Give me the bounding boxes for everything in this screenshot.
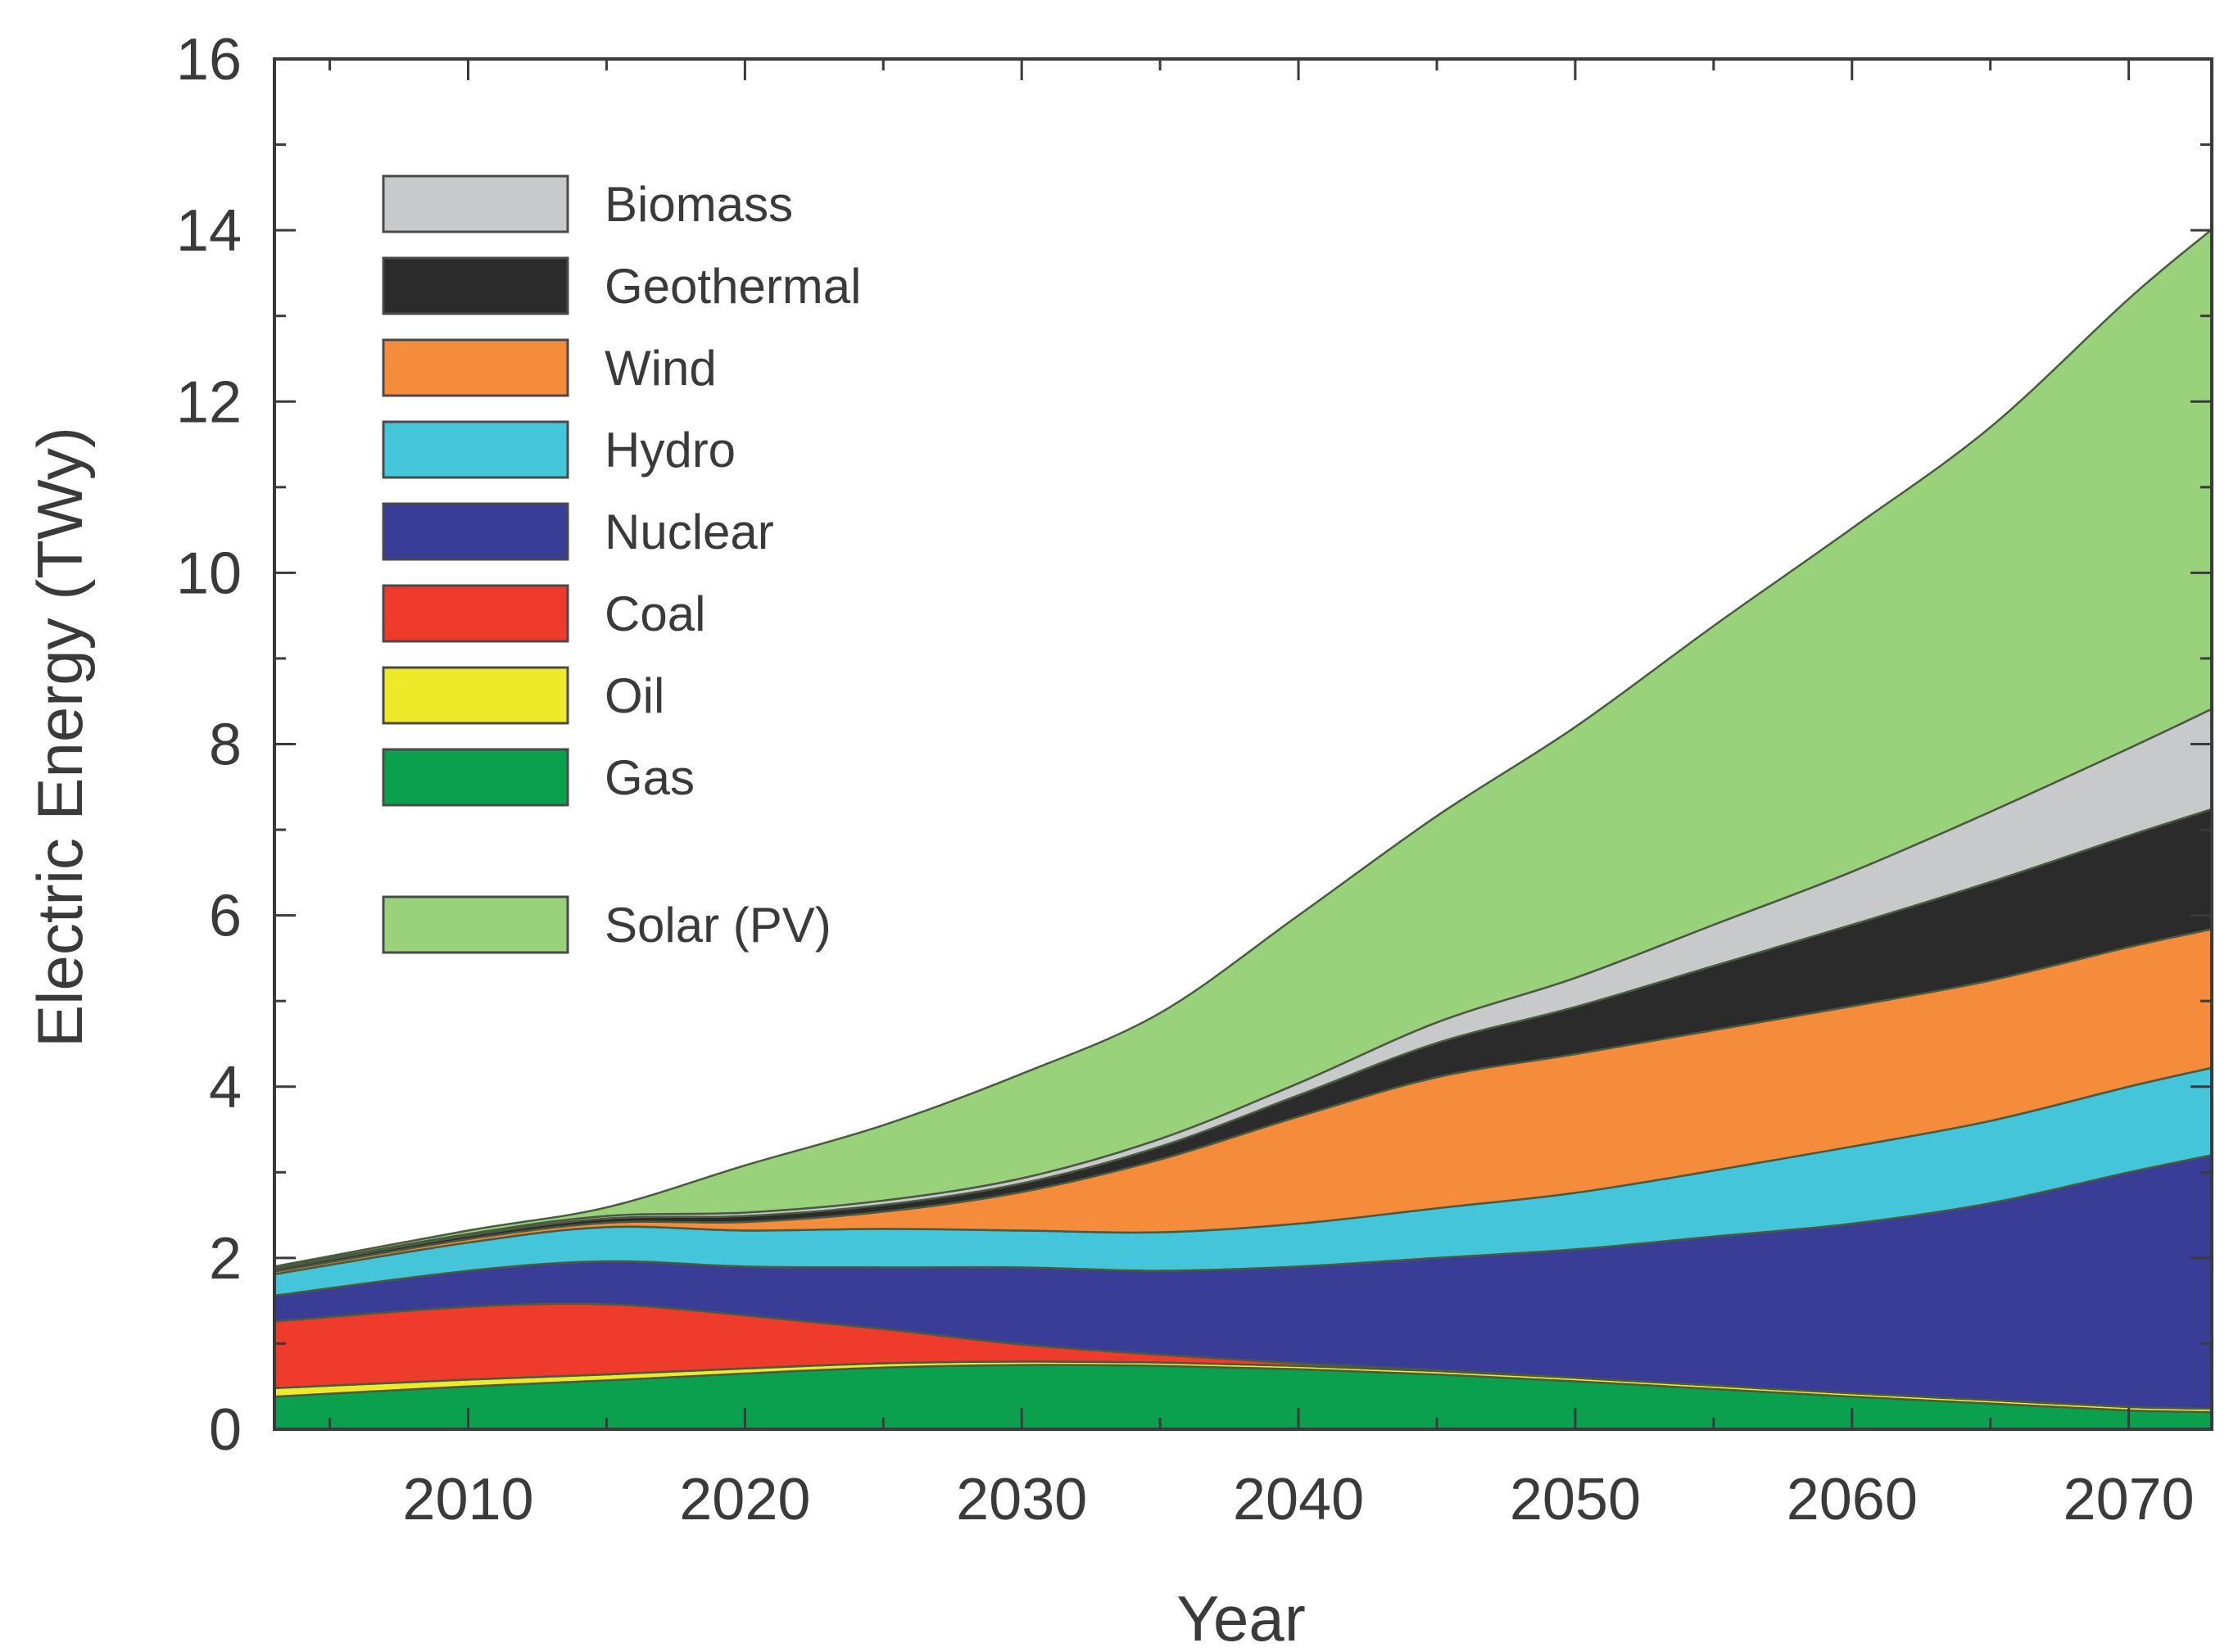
y-tick-label: 12 <box>176 369 242 435</box>
y-tick-label: 8 <box>209 713 242 778</box>
area-solar-pv <box>273 228 2213 1270</box>
y-tick-label: 2 <box>209 1226 242 1292</box>
legend-swatch-coal <box>382 584 569 643</box>
axes: 0 2 4 6 8 10 12 14 16 2010 2020 2030 2040 2050 2060 207… <box>176 27 2213 1532</box>
legend-label-solar-pv: Solar (PV) <box>605 898 831 953</box>
x-tick-label: 2060 <box>1787 1467 1918 1532</box>
y-tick-label: 10 <box>176 541 242 606</box>
legend-label-biomass: Biomass <box>605 177 793 232</box>
legend-swatch-wind <box>382 338 569 397</box>
y-tick-label: 0 <box>209 1397 242 1463</box>
y-tick-label: 14 <box>176 198 242 264</box>
legend-swatch-solar-pv <box>382 895 569 954</box>
y-axis-title: Electric Energy (TWy) <box>24 427 96 1048</box>
x-tick-label: 2050 <box>1510 1467 1641 1532</box>
legend-label-gas: Gas <box>605 750 695 805</box>
legend-swatch-oil <box>382 666 569 725</box>
legend: Biomass Geothermal Wind Hydro Nuclear Coal Oil… <box>382 174 861 954</box>
x-tick-label: 2020 <box>679 1467 810 1532</box>
legend-label-geothermal: Geothermal <box>605 259 861 314</box>
legend-label-hydro: Hydro <box>605 423 736 477</box>
legend-swatch-gas <box>382 748 569 807</box>
legend-label-nuclear: Nuclear <box>605 505 774 559</box>
legend-swatch-geothermal <box>382 256 569 315</box>
legend-label-oil: Oil <box>605 668 664 723</box>
x-tick-label: 2070 <box>2064 1467 2195 1532</box>
y-tick-label: 6 <box>209 884 242 949</box>
y-tick-label: 16 <box>176 27 242 93</box>
legend-swatch-biomass <box>382 174 569 233</box>
area-series-group <box>273 228 2213 1431</box>
legend-swatch-nuclear <box>382 502 569 561</box>
x-tick-label: 2030 <box>956 1467 1087 1532</box>
x-axis-title: Year <box>1176 1582 1306 1652</box>
legend-label-wind: Wind <box>605 341 717 396</box>
y-tick-label: 4 <box>209 1055 242 1120</box>
x-tick-label: 2010 <box>402 1467 533 1532</box>
legend-swatch-hydro <box>382 420 569 479</box>
legend-label-coal: Coal <box>605 586 705 641</box>
x-tick-label: 2040 <box>1233 1467 1364 1532</box>
